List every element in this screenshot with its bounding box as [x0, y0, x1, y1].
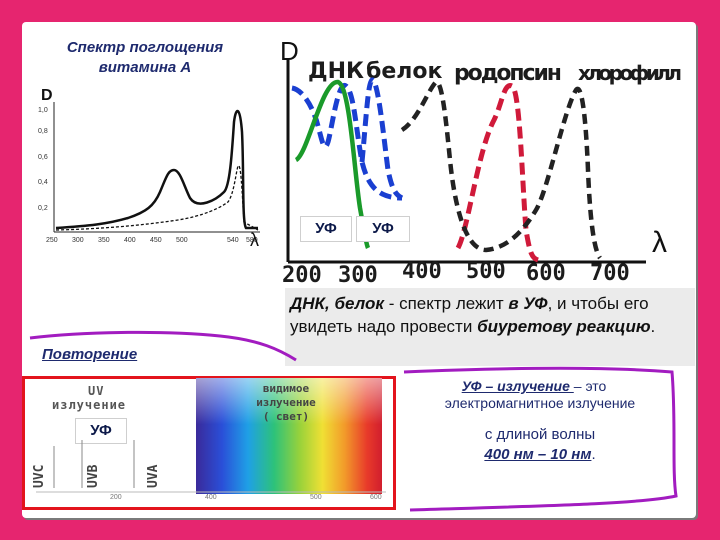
uv-label-line2: излучение [52, 398, 127, 412]
vitamin-ytick: 0,2 [38, 205, 48, 212]
vitamin-xtick: 300 [72, 237, 84, 244]
label-chlorophyll: хлорофилл [578, 61, 682, 85]
uv-wavelength-text: с длиной волны [484, 426, 596, 443]
uv-term: УФ – излучение [461, 378, 574, 394]
vitamin-xtick: 350 [98, 237, 110, 244]
curve-rhodopsin [455, 83, 539, 263]
curve-chlorophyll [400, 79, 602, 260]
vitamin-xtick: 540 [227, 237, 239, 244]
vitamin-curve-solid [55, 110, 258, 230]
uv-definition-line3: с длиной волны 400 нм – 10 нм. [440, 425, 640, 465]
label-dna: ДНК [308, 59, 364, 84]
absorption-xtick: 300 [338, 263, 378, 288]
absorption-xtick: 400 [402, 259, 442, 284]
absorption-xtick: 700 [590, 261, 630, 286]
vitamin-xtick: 400 [124, 237, 136, 244]
visible-label: видимое излучение ( свет) [226, 382, 346, 424]
info-end: . [650, 317, 656, 336]
info-box [285, 288, 695, 366]
absorption-xtick: 200 [282, 263, 322, 288]
repetition-label: Повторение [42, 346, 138, 363]
vitamin-title-line2: витамина А [98, 59, 192, 76]
vitamin-xtick: 500 [176, 237, 188, 244]
band-uva: UVA [146, 464, 161, 488]
scale-tick: 400 [205, 494, 217, 501]
scale-tick: 200 [110, 494, 122, 501]
vitamin-xlabel: λ [250, 230, 259, 250]
info-text: ДНК, белок - спектр лежит в УФ, и чтобы … [290, 292, 690, 338]
vitamin-xtick: 450 [150, 237, 162, 244]
visible-label-line3: ( свет) [262, 410, 310, 423]
info-mid: - спектр лежит [388, 294, 509, 313]
vitamin-xtick: 250 [46, 237, 58, 244]
info-mid2: , и чтобы его увидеть надо провести [290, 294, 649, 336]
info-biuret: биуретову реакцию [477, 317, 651, 336]
uv-band-dividers [36, 440, 386, 493]
absorption-xlabel: λ [652, 226, 667, 259]
band-uvc: UVC [32, 464, 47, 488]
purple-line-left [29, 330, 297, 362]
uf-tag: УФ [300, 216, 352, 242]
uf-tag: УФ [356, 216, 410, 242]
scale-tick: 500 [310, 494, 322, 501]
vitamin-title-line1: Спектр поглощения [66, 39, 224, 56]
uv-definition-line2: электромагнитное излучение [444, 395, 636, 411]
visible-label-line1: видимое [262, 382, 310, 395]
uv-range-end: . [591, 446, 596, 463]
label-protein: белок [366, 59, 443, 84]
curve-dna [291, 83, 403, 201]
uv-range: 400 нм – 10 нм [484, 446, 592, 463]
visible-spectrum [196, 378, 382, 494]
absorption-xtick: 600 [526, 261, 566, 286]
info-dna-protein: ДНК, белок [290, 294, 389, 313]
vitamin-curve-dashed [55, 165, 259, 231]
uf-tag: УФ [75, 418, 127, 444]
vitamin-ytick: 1,0 [38, 107, 48, 114]
uv-label-line1: UV [88, 384, 105, 398]
uv-definition-line1: УФ – излучение – это [414, 377, 654, 395]
visible-label-line2: излучение [256, 396, 316, 409]
vitamin-a-chart: D 1,0 0,8 0,6 0,4 0,2 250 300 350 400 45… [38, 87, 260, 250]
vitamin-chart-title: Спектр поглощения витамина А [30, 38, 260, 78]
vitamin-xtick: 580 [246, 237, 258, 244]
scale-tick: 600 [370, 494, 382, 501]
vitamin-ytick: 0,6 [38, 154, 48, 161]
vitamin-ytick: 0,8 [38, 128, 48, 135]
absorption-chart: D ДНК белок родопсин хлорофилл 200 300 4… [280, 36, 682, 288]
label-rhodopsin: родопсин [454, 61, 562, 86]
vitamin-ytick: 0,4 [38, 179, 48, 186]
vitamin-ylabel: D [41, 87, 53, 104]
absorption-ylabel: D [280, 36, 299, 66]
absorption-xtick: 500 [466, 259, 506, 284]
info-in-uv: в УФ [508, 294, 548, 313]
uv-term-rest: – это [573, 378, 607, 394]
purple-line-right [403, 366, 678, 512]
band-uvb: UVB [86, 464, 101, 488]
